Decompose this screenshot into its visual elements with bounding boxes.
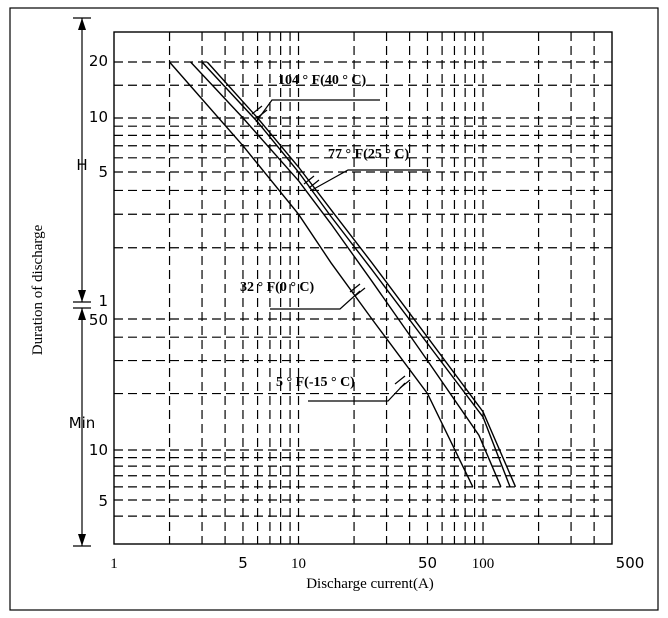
series-line-0	[206, 61, 517, 488]
x-tick-label: 500	[616, 554, 645, 572]
series-line-1	[201, 61, 511, 488]
minutes-arrow-bottom	[78, 534, 86, 546]
x-tick-label: 100	[472, 556, 495, 572]
y-tick-label-hours: 1	[98, 292, 108, 310]
annotation-tick-mark	[251, 105, 263, 115]
annotation-leader	[255, 99, 380, 123]
annotation-tick-mark	[394, 375, 406, 385]
y-tick-label-minutes: 10	[89, 441, 108, 459]
y-unit-hours: H	[76, 156, 87, 174]
hours-arrow-bottom	[78, 290, 86, 302]
series-annotation-label: 5 ° F(-15 ° C)	[276, 375, 355, 390]
y-tick-label-hours: 20	[89, 52, 108, 70]
series-line-3	[168, 61, 474, 488]
grid	[114, 32, 612, 544]
y-tick-label-hours: 10	[89, 108, 108, 126]
annotations: 104 ° F(40 ° C) 77 ° F(25 ° C) 32 ° F(0 ° …	[240, 73, 410, 390]
annotation-tick-mark	[303, 175, 315, 185]
series-annotation-label: 104 ° F(40 ° C)	[278, 73, 367, 88]
series-annotation-label: 77 ° F(25 ° C)	[328, 147, 410, 162]
y-tick-label-minutes: 5	[98, 492, 108, 510]
annotation-tick-mark	[354, 287, 366, 297]
annotation-tick-mark	[399, 379, 411, 389]
series-line-2	[190, 61, 502, 488]
x-tick-label: 1	[110, 556, 118, 572]
annotation-tick-mark	[308, 179, 320, 189]
annotation-leader	[270, 290, 361, 310]
chart-frame	[9, 7, 659, 611]
annotation-tick-mark	[349, 283, 361, 293]
plot-border	[113, 31, 613, 545]
annotation-leader	[308, 382, 406, 402]
x-tick-label: 10	[291, 556, 306, 572]
annotation-leaders	[251, 99, 430, 402]
minutes-arrow-top	[78, 308, 86, 320]
y-unit-minutes: Min	[69, 414, 96, 432]
annotation-tick-mark	[256, 109, 268, 119]
x-axis-label: Discharge current(A)	[306, 576, 434, 592]
annotation-leader	[311, 169, 430, 191]
x-tick-label: 5	[238, 554, 248, 572]
y-axis-arrows	[73, 17, 91, 547]
y-axis-label: Duration of discharge	[30, 224, 46, 355]
hours-arrow-top	[78, 18, 86, 30]
x-tick-label: 50	[418, 554, 437, 572]
series-annotation-label: 32 ° F(0 ° C)	[240, 280, 315, 295]
series-curves	[168, 61, 517, 488]
y-tick-label-minutes: 50	[89, 311, 108, 329]
y-tick-label-hours: 5	[98, 163, 108, 181]
